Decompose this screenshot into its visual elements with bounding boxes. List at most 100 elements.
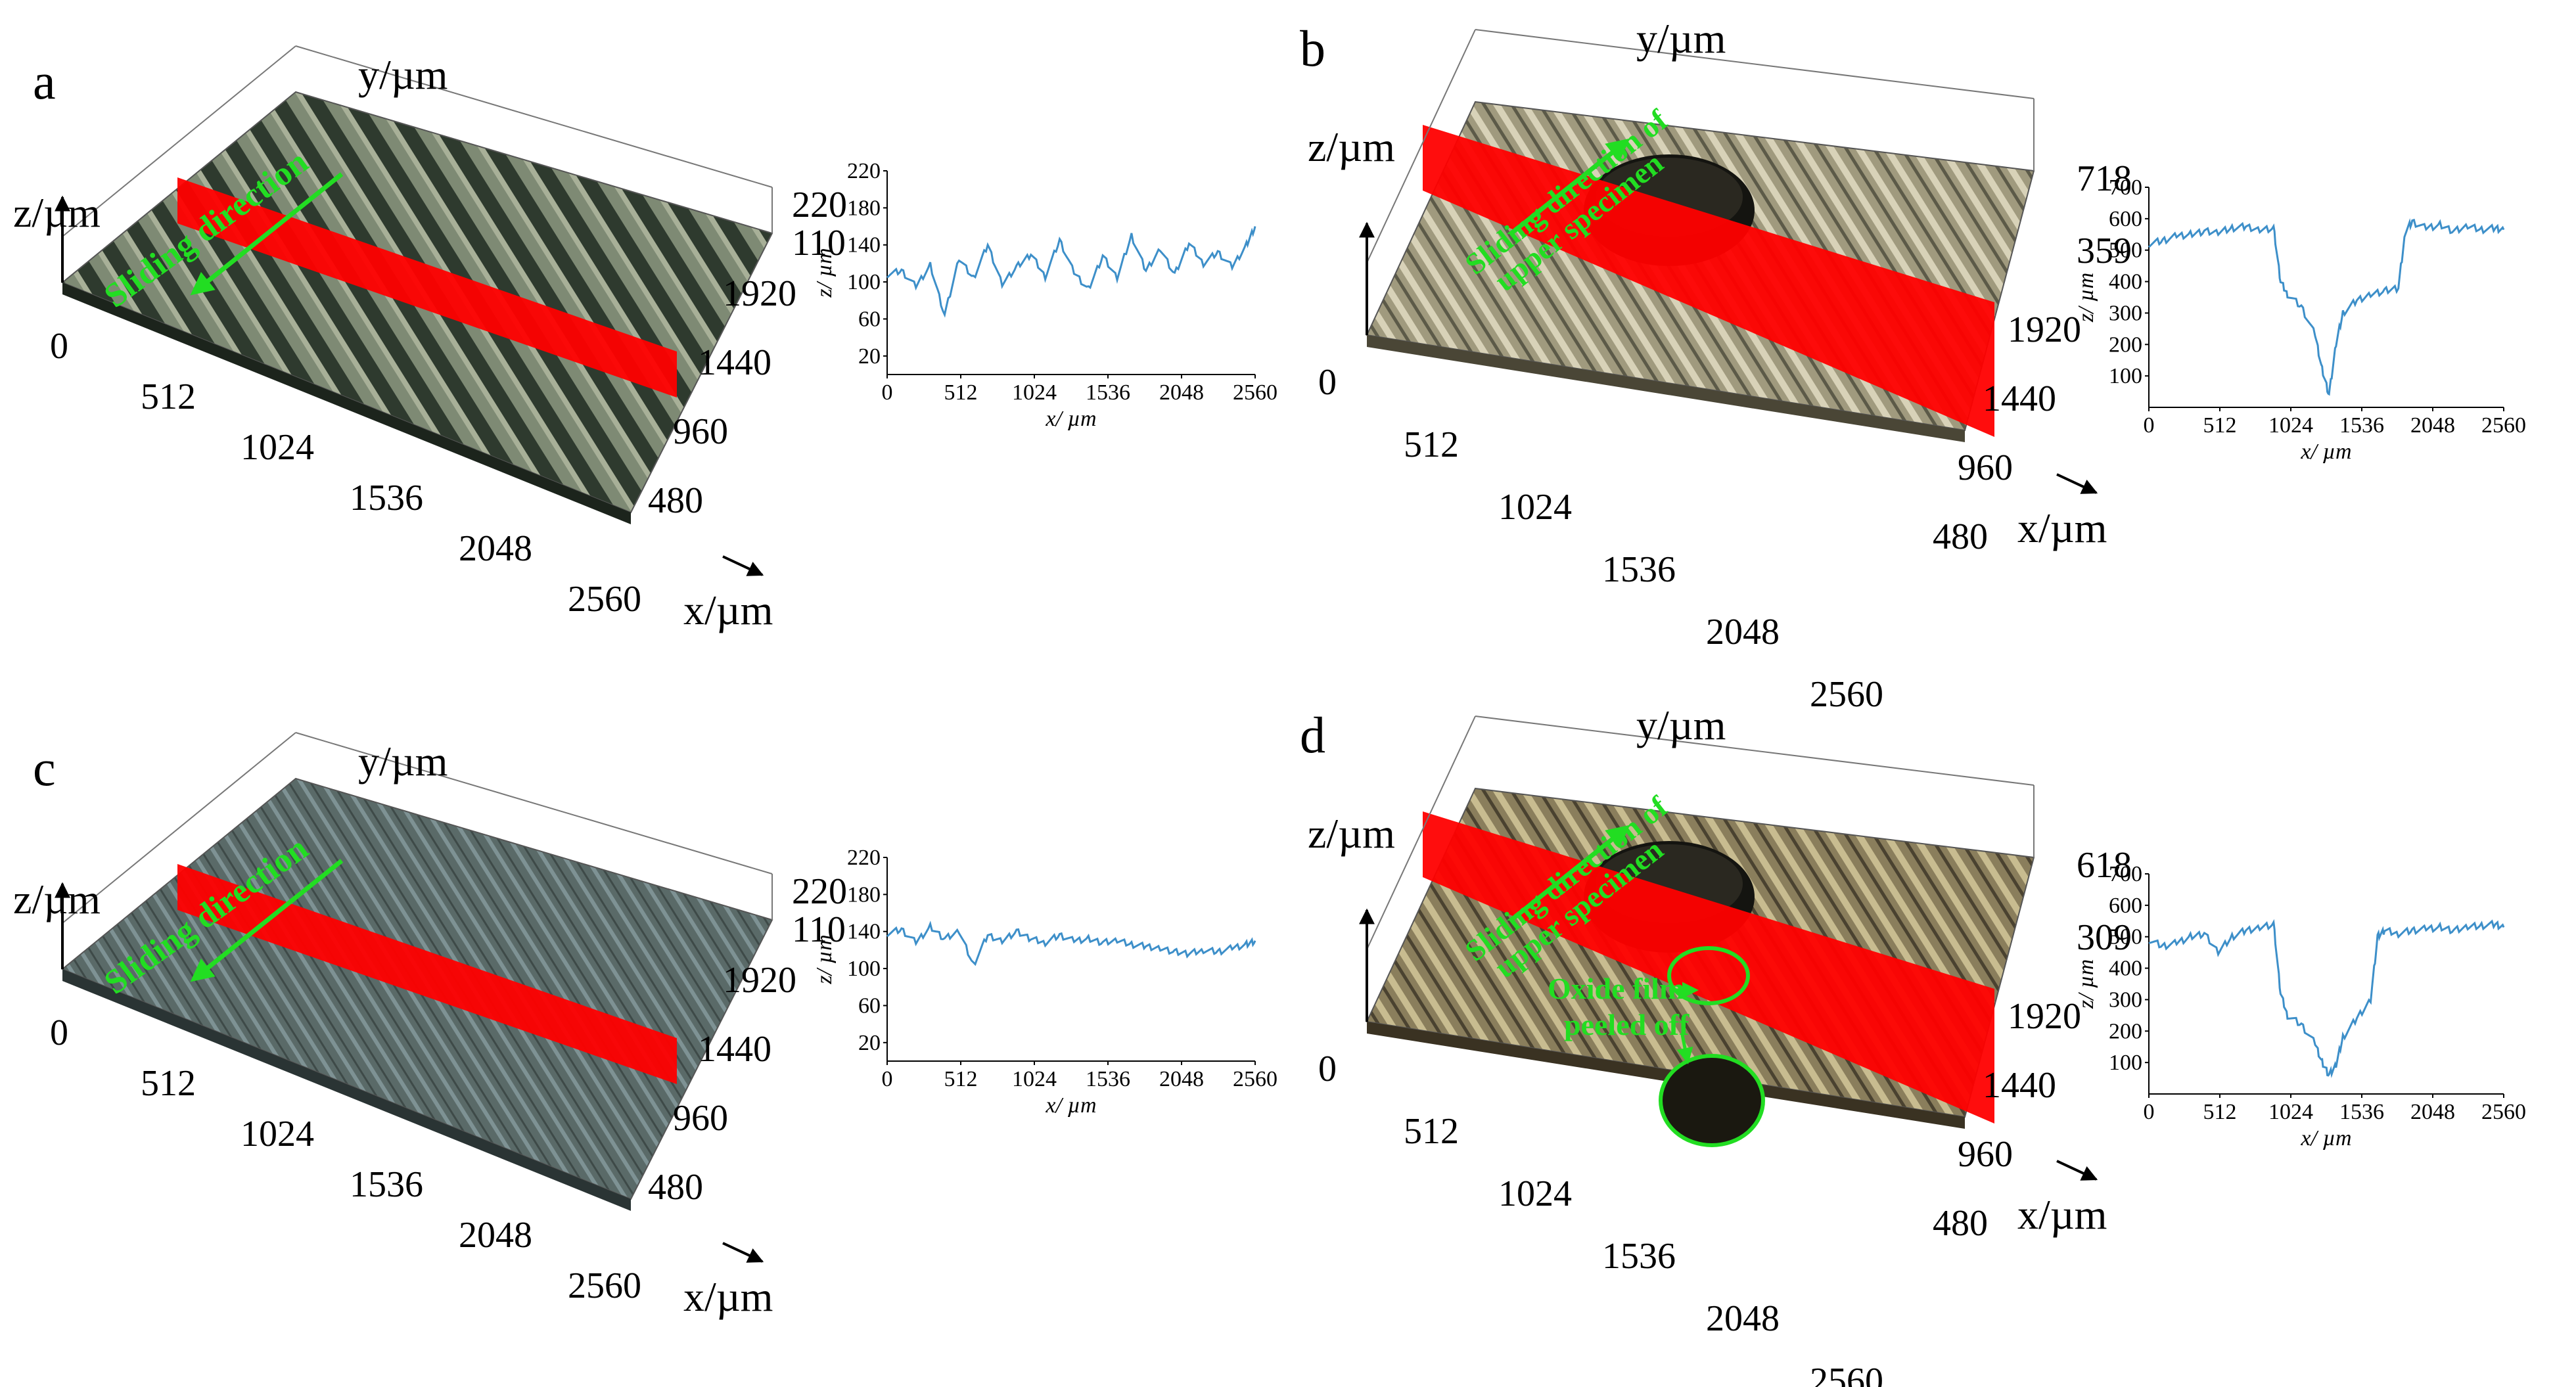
profile-x-tick-label: 1024 (1012, 1067, 1057, 1091)
profile-x-label: x/ µm (1045, 1093, 1096, 1118)
x-axis-title: x/µm (2017, 505, 2107, 551)
x-tick-label: 1536 (350, 1164, 423, 1205)
x-axis-arrow (2056, 1160, 2098, 1181)
panel-label: c (33, 739, 56, 796)
profile-x-tick-label: 2048 (1159, 1067, 1204, 1091)
panel-label: d (1300, 706, 1325, 763)
surface-front (62, 283, 631, 524)
panel-b: b z/µm y/µm x/µm 0 512 1024 1536 2048 2560 1920 144… (1300, 15, 2526, 715)
y-axis-title: y/µm (358, 738, 448, 784)
profile-y-tick-label: 400 (2109, 270, 2142, 294)
sliding-arrow (190, 172, 344, 296)
profile-chart: 0 512 1024 1536 2048 2560 100 200 300 400 500 600 70… (2074, 862, 2526, 1150)
profile-y-tick-label: 300 (2109, 301, 2142, 325)
surface-front (1367, 1022, 1965, 1129)
cross-section-plane (177, 177, 677, 398)
y-tick-label: 1440 (698, 1029, 771, 1070)
profile-x-tick-label: 2048 (2410, 413, 2455, 438)
profile-y-tick-label: 60 (858, 307, 881, 331)
cross-section-plane (1423, 811, 1994, 1124)
oxide-film-text: peeled off (1564, 1008, 1690, 1041)
profile-x-tick-label: 2560 (2481, 413, 2526, 438)
y-tick-label: 1920 (723, 960, 796, 1001)
z-tick-label: 110 (792, 223, 846, 263)
profile-y-tick-label: 60 (858, 993, 881, 1018)
profile-y-tick-label: 180 (847, 882, 881, 907)
sliding-arrow (1509, 138, 1630, 235)
profile-x-label: x/ µm (2300, 1126, 2351, 1150)
oxide-circle (1667, 946, 1750, 1005)
z-axis-title: z/µm (13, 876, 101, 922)
x-tick-label: 512 (141, 1063, 196, 1104)
profile-x-tick-label: 0 (882, 380, 893, 405)
panel-d: d z/µm y/µm x/µm 0 512 1024 1536 2048 2560 1920 144… (1300, 702, 2526, 1387)
profile-chart: 0 512 1024 1536 2048 2560 20 60 100 140 180 220 x/ µ… (812, 846, 1277, 1118)
x-tick-label: 1024 (1498, 1173, 1572, 1214)
profile-line (886, 921, 1256, 966)
profile-y-tick-label: 100 (2109, 364, 2142, 388)
profile-y-tick-label: 220 (847, 159, 881, 183)
panel-label: a (33, 53, 56, 110)
box-edge (62, 732, 296, 924)
profile-x-tick-label: 2560 (1233, 1067, 1277, 1091)
profile-y-label: z/ µm (812, 248, 837, 298)
x-tick-label: 2048 (459, 528, 532, 569)
profile-line (886, 226, 1256, 318)
sliding-arrow (190, 859, 344, 982)
profile-x-tick-label: 0 (2144, 1100, 2155, 1124)
x-tick-label: 1536 (1602, 549, 1676, 590)
cross-section-plane (1423, 125, 1994, 437)
profile-y-tick-label: 20 (858, 1031, 881, 1055)
oxide-film-text: Oxide film (1548, 972, 1684, 1005)
profile-x-label: x/ µm (1045, 407, 1096, 431)
x-tick-label: 0 (50, 1012, 68, 1053)
x-tick-label: 512 (141, 376, 196, 417)
profile-y-tick-label: 700 (2109, 175, 2142, 200)
profile-y-tick-label: 100 (847, 270, 881, 294)
profile-y-tick-label: 400 (2109, 957, 2142, 981)
x-axis-title: x/µm (683, 587, 773, 633)
x-tick-label: 1024 (241, 427, 314, 468)
x-axis-title: x/µm (683, 1273, 773, 1320)
z-axis-title: z/µm (1308, 810, 1395, 857)
profile-x-tick-label: 1024 (2268, 413, 2313, 438)
box-edge (1366, 29, 1476, 263)
cross-section-plane (177, 864, 677, 1084)
z-tick-label: 618 (2077, 845, 2132, 886)
profile-x-tick-label: 2048 (2410, 1100, 2455, 1124)
box-edge (1475, 716, 2035, 786)
z-axis-title: z/µm (13, 189, 101, 236)
y-axis-title: y/µm (1636, 15, 1726, 62)
x-tick-label: 0 (50, 326, 68, 367)
sliding-arrow (1509, 825, 1630, 922)
profile-x-tick-label: 1024 (2268, 1100, 2313, 1124)
profile-y-tick-label: 500 (2109, 239, 2142, 263)
x-tick-label: 0 (1318, 1049, 1337, 1089)
surface-front (62, 969, 631, 1211)
profile-y-tick-label: 600 (2109, 894, 2142, 918)
profile-y-tick-label: 200 (2109, 1019, 2142, 1043)
x-tick-label: 512 (1404, 1111, 1459, 1152)
box-edge (295, 732, 773, 875)
x-axis-arrow (2056, 473, 2098, 494)
oxide-arrow (1676, 1034, 1693, 1064)
y-tick-label: 1440 (1983, 1065, 2056, 1106)
profile-x-tick-label: 1536 (1086, 380, 1130, 405)
profile-line (2148, 218, 2505, 396)
y-tick-label: 960 (673, 1098, 728, 1139)
profile-x-tick-label: 512 (944, 1067, 978, 1091)
x-tick-label: 1024 (241, 1114, 314, 1154)
x-tick-label: 2048 (459, 1215, 532, 1256)
y-tick-label: 1440 (1983, 378, 2056, 419)
profile-y-label: z/ µm (2074, 273, 2098, 323)
y-tick-label: 480 (1933, 1203, 1988, 1244)
y-tick-label: 1920 (2008, 996, 2081, 1037)
panel-c: c z/µm y/µm x/µm 0 512 1024 1536 2048 2560 1920 144… (13, 732, 1277, 1320)
y-tick-label: 480 (1933, 516, 1988, 557)
box-edge (1475, 29, 2035, 99)
z-tick-label: 359 (2077, 231, 2132, 271)
profile-y-tick-label: 500 (2109, 925, 2142, 949)
x-tick-label: 2560 (568, 1265, 641, 1306)
profile-y-label: z/ µm (812, 934, 837, 984)
x-tick-label: 1024 (1498, 487, 1572, 528)
